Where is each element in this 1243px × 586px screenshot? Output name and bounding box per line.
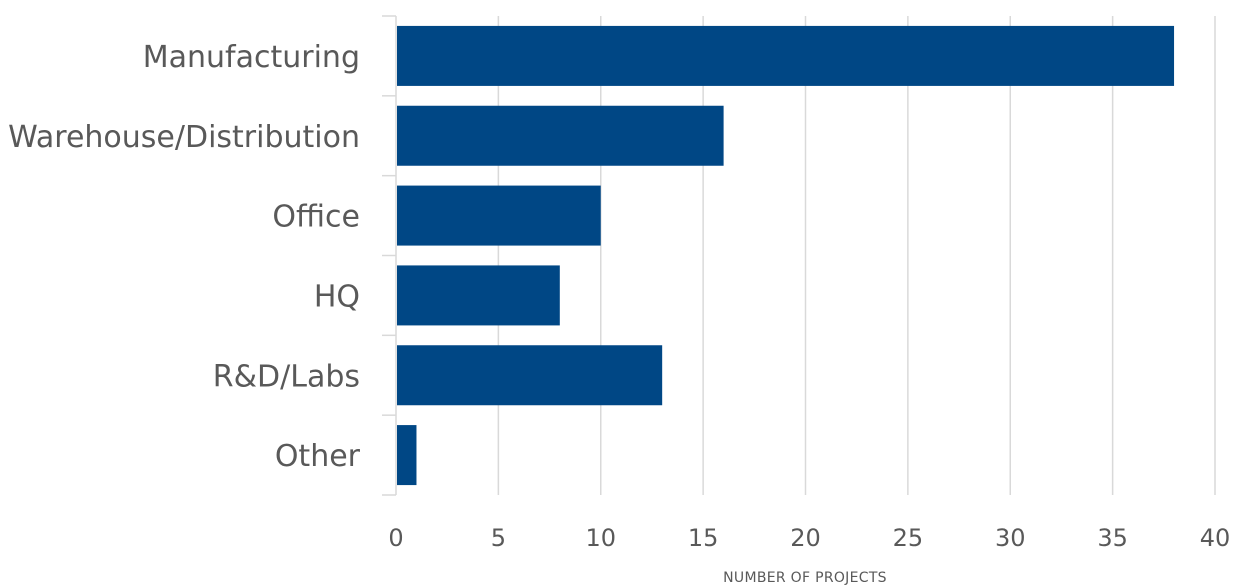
bar-warehouse-distribution — [397, 105, 724, 166]
bar-office — [397, 185, 601, 246]
x-tick-label: 5 — [491, 524, 506, 552]
category-label: R&D/Labs — [213, 359, 360, 394]
bars — [397, 25, 1175, 486]
category-axis — [382, 15, 397, 496]
category-labels: Manufacturing Warehouse/Distribution Offic… — [8, 40, 361, 474]
x-tick-label: 0 — [388, 524, 403, 552]
category-label: Manufacturing — [143, 40, 360, 75]
bar-manufacturing — [397, 25, 1175, 86]
category-label: HQ — [314, 279, 360, 314]
gridlines — [497, 16, 1216, 495]
x-tick-label: 10 — [585, 524, 616, 552]
category-label: Warehouse/Distribution — [8, 120, 360, 155]
x-tick-label: 40 — [1200, 524, 1231, 552]
bar-hq — [397, 265, 560, 326]
x-tick-label: 35 — [1097, 524, 1128, 552]
x-axis-title: NUMBER OF PROJECTS — [723, 570, 887, 586]
x-tick-label: 15 — [688, 524, 719, 552]
x-tick-labels: 0 5 10 15 20 25 30 35 40 — [388, 524, 1230, 552]
category-label: Other — [275, 439, 361, 474]
bar-r-d-labs — [397, 345, 663, 406]
x-tick-label: 30 — [995, 524, 1026, 552]
x-tick-label: 20 — [790, 524, 821, 552]
category-label: Office — [272, 200, 360, 235]
bar-other — [397, 425, 417, 486]
x-tick-label: 25 — [893, 524, 924, 552]
